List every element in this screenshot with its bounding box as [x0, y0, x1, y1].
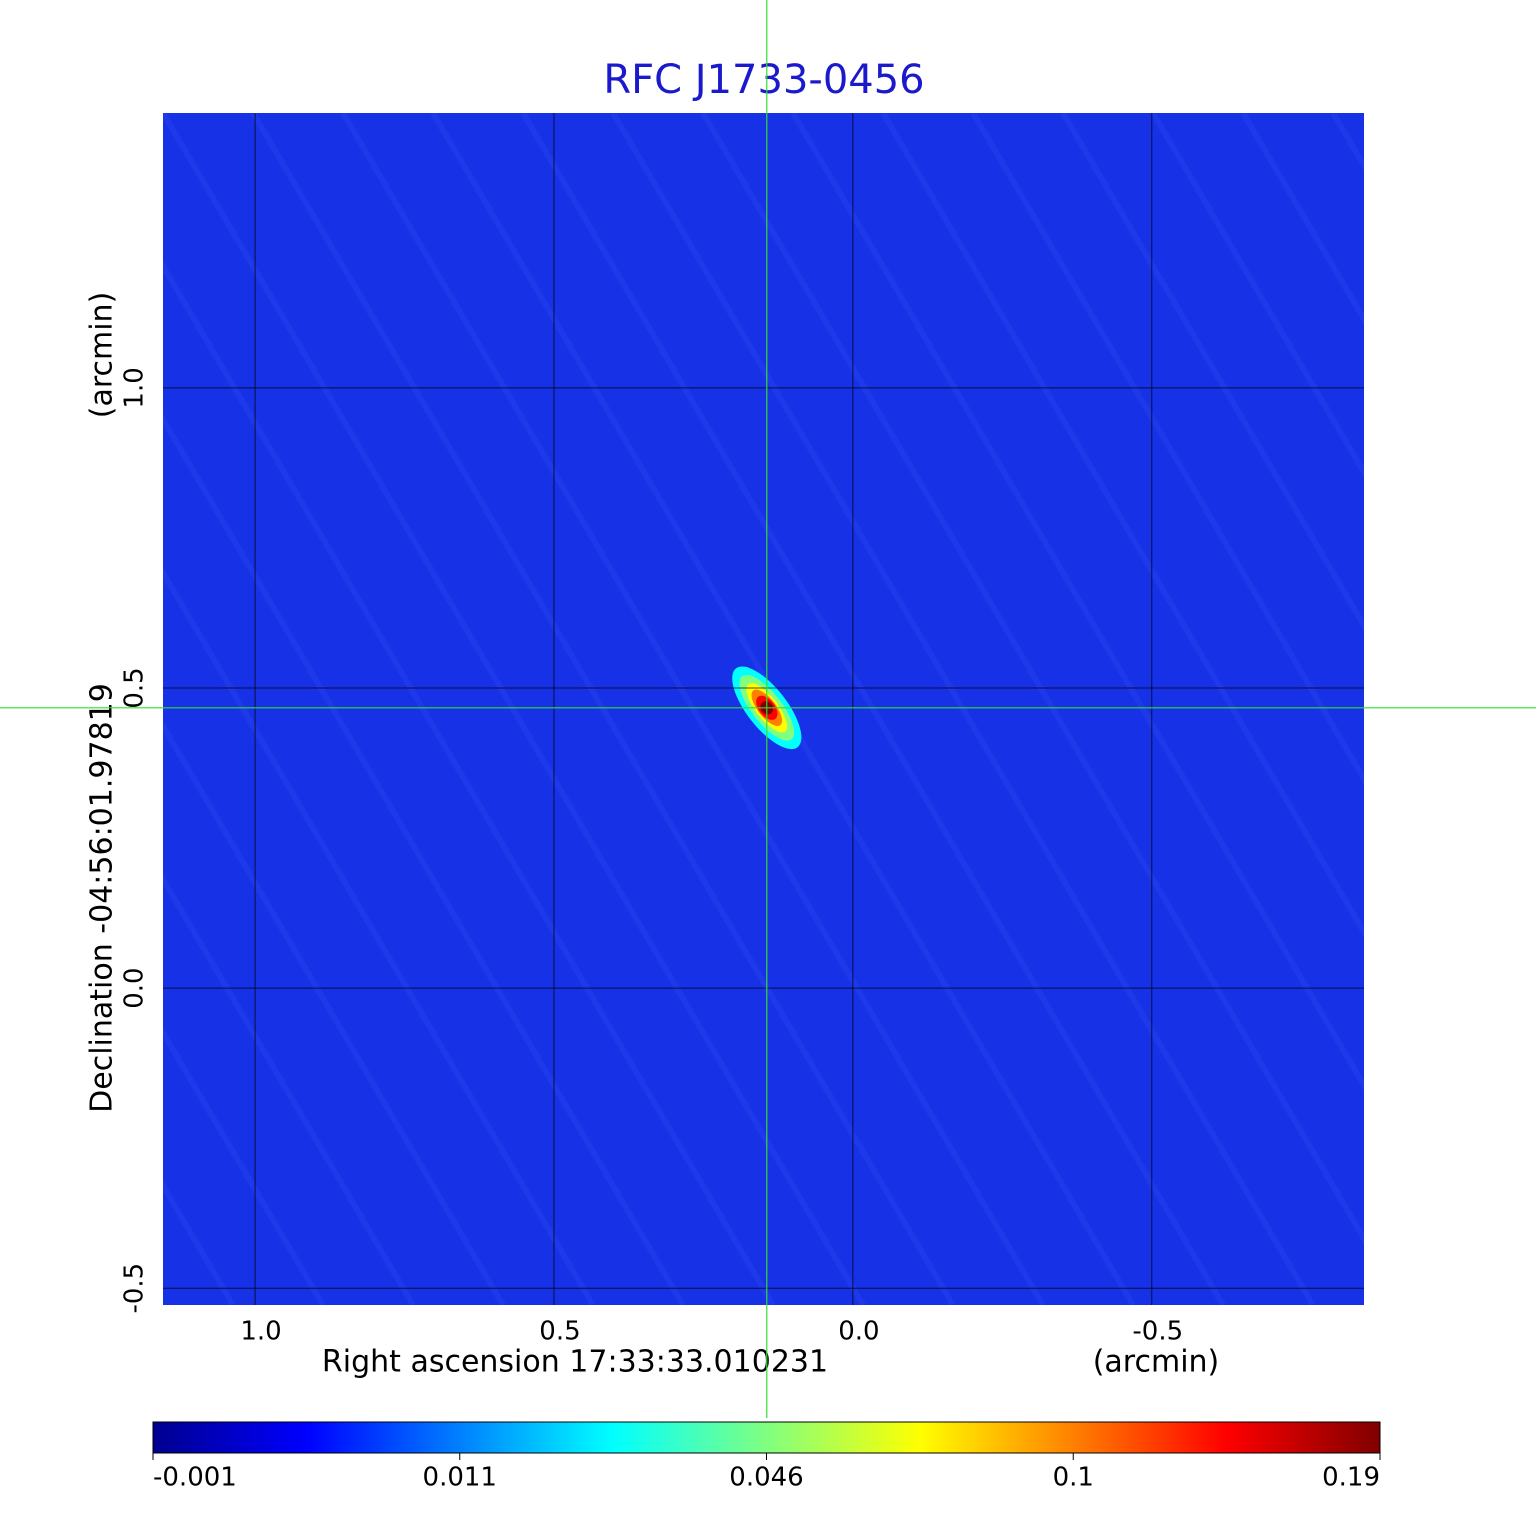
image-texture: [790, 113, 1364, 1092]
image-texture: [1150, 113, 1364, 479]
image-texture: [700, 113, 1364, 1245]
image-texture: [163, 413, 686, 1305]
colorbar: [152, 1421, 1381, 1454]
x-axis-label: Right ascension 17:33:33.010231: [322, 1345, 828, 1380]
colorbar-tick-label: 0.19: [1322, 1463, 1380, 1493]
image-texture: [163, 1026, 326, 1305]
y-tick-label: 0.0: [120, 967, 150, 1008]
y-tick-label: 1.0: [120, 367, 150, 408]
image-texture: [250, 113, 956, 1305]
image-texture: [163, 113, 866, 1305]
image-texture: [970, 113, 1364, 785]
image-texture: [340, 113, 1046, 1305]
image-texture: [1240, 113, 1364, 325]
image-texture: [1060, 113, 1364, 632]
image-texture: [163, 720, 506, 1305]
x-tick-label: -0.5: [1132, 1317, 1183, 1347]
image-texture: [163, 566, 596, 1305]
x-tick-label: 1.0: [240, 1317, 281, 1347]
image-texture: [880, 113, 1364, 938]
image-texture: [520, 113, 1226, 1305]
image-texture: [610, 113, 1316, 1305]
colorbar-tick-label: 0.046: [729, 1463, 803, 1493]
image-texture: [163, 260, 776, 1305]
y-axis-unit: (arcmin): [85, 292, 120, 419]
colorbar-tick-label: -0.001: [153, 1463, 237, 1493]
x-axis-unit: (arcmin): [1093, 1345, 1220, 1380]
x-tick-label: 0.0: [838, 1317, 879, 1347]
y-tick-label: -0.5: [120, 1263, 150, 1314]
y-tick-label: 0.5: [120, 667, 150, 708]
y-axis-label: Declination -04:56:01.97819: [85, 683, 120, 1113]
colorbar-tick-label: 0.1: [1053, 1463, 1094, 1493]
image-texture: [163, 873, 416, 1305]
x-tick-label: 0.5: [539, 1317, 580, 1347]
colorbar-tick-label: 0.011: [423, 1463, 497, 1493]
chart-title: RFC J1733-0456: [603, 57, 924, 103]
